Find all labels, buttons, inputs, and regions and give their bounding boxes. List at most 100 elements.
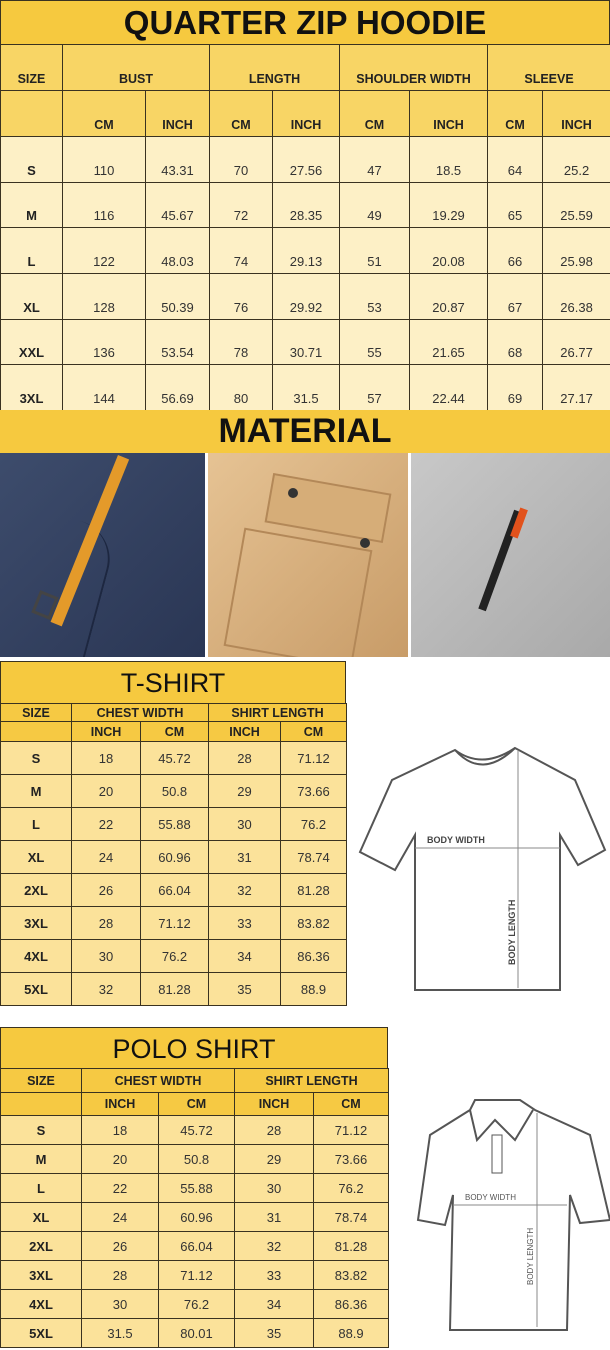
value-cell: 30 (234, 1173, 314, 1203)
value-cell: 78 (209, 318, 273, 366)
value-cell: 60.96 (140, 840, 209, 874)
value-cell: 18 (71, 741, 141, 775)
value-cell: 32 (234, 1231, 314, 1261)
value-cell: 55.88 (140, 807, 209, 841)
value-cell: 30 (71, 939, 141, 973)
subheader-cm: CM (209, 90, 273, 137)
table-row: S 110 43.31 70 27.56 47 18.5 64 25.2 (0, 136, 610, 183)
size-cell: S (0, 741, 72, 775)
value-cell: 30 (81, 1289, 159, 1319)
value-cell: 20.08 (409, 227, 489, 275)
value-cell: 49 (339, 181, 411, 229)
table-row: M 116 45.67 72 28.35 49 19.29 65 25.59 (0, 181, 610, 229)
header-size: SIZE (0, 1068, 82, 1093)
value-cell: 25.2 (542, 136, 610, 183)
size-cell: 2XL (0, 1231, 82, 1261)
header-shirt-length: SHIRT LENGTH (233, 1068, 390, 1093)
value-cell: 34 (208, 939, 281, 973)
value-cell: 32 (208, 873, 281, 907)
table-row: 4XL 30 76.2 34 86.36 (0, 1289, 390, 1319)
value-cell: 81.28 (279, 873, 348, 907)
size-cell: L (0, 227, 63, 275)
value-cell: 71.12 (140, 906, 209, 940)
table-row: XL 24 60.96 31 78.74 (0, 1202, 390, 1232)
value-cell: 45.72 (140, 741, 209, 775)
value-cell: 60.96 (158, 1202, 235, 1232)
value-cell: 69 (487, 364, 544, 412)
table-row: XL 128 50.39 76 29.92 53 20.87 67 26.38 (0, 273, 610, 320)
value-cell: 74 (209, 227, 273, 275)
value-cell: 116 (62, 181, 146, 229)
subheader-inch: INCH (145, 90, 210, 137)
value-cell: 22.44 (409, 364, 489, 412)
size-cell: S (0, 136, 63, 183)
table-row: M 20 50.8 29 73.66 (0, 774, 348, 808)
subheader-inch: INCH (234, 1092, 314, 1116)
subheader-inch: INCH (208, 721, 281, 742)
value-cell: 73.66 (279, 774, 348, 808)
value-cell: 66.04 (140, 873, 209, 907)
value-cell: 24 (81, 1202, 159, 1232)
value-cell: 18.5 (409, 136, 489, 183)
value-cell: 72 (209, 181, 273, 229)
value-cell: 80 (209, 364, 273, 412)
table-row: M 20 50.8 29 73.66 (0, 1144, 390, 1174)
size-cell: M (0, 1144, 82, 1174)
value-cell: 55.88 (158, 1173, 235, 1203)
value-cell: 86.36 (279, 939, 348, 973)
size-cell: L (0, 1173, 82, 1203)
value-cell: 43.31 (145, 136, 210, 183)
value-cell: 26.38 (542, 273, 610, 320)
value-cell: 20 (71, 774, 141, 808)
value-cell: 78.74 (279, 840, 348, 874)
table-row: S 18 45.72 28 71.12 (0, 1115, 390, 1145)
table-row: L 122 48.03 74 29.13 51 20.08 66 25.98 (0, 227, 610, 275)
subheader-inch: INCH (409, 90, 489, 137)
polo-title: POLO SHIRT (0, 1027, 388, 1069)
value-cell: 31.5 (81, 1318, 159, 1348)
value-cell: 29 (234, 1144, 314, 1174)
value-cell: 29.92 (271, 273, 341, 320)
header-blank (0, 90, 63, 137)
value-cell: 35 (234, 1318, 314, 1348)
value-cell: 76.2 (312, 1173, 390, 1203)
size-cell: L (0, 807, 72, 841)
value-cell: 55 (339, 318, 411, 366)
value-cell: 22 (81, 1173, 159, 1203)
header-size: SIZE (0, 44, 63, 91)
value-cell: 26 (81, 1231, 159, 1261)
value-cell: 33 (234, 1260, 314, 1290)
value-cell: 51 (339, 227, 411, 275)
value-cell: 27.17 (542, 364, 610, 412)
value-cell: 25.98 (542, 227, 610, 275)
table-row: 3XL 28 71.12 33 83.82 (0, 1260, 390, 1290)
value-cell: 20 (81, 1144, 159, 1174)
value-cell: 30 (208, 807, 281, 841)
value-cell: 31.5 (271, 364, 341, 412)
subheader-inch: INCH (542, 90, 610, 137)
header-sleeve: SLEEVE (487, 44, 610, 91)
tan-fabric-photo (208, 453, 408, 657)
hoodie-size-table: SIZE BUST LENGTH SHOULDER WIDTH SLEEVE C… (0, 44, 610, 412)
tshirt-diagram: BODY WIDTH BODY LENGTH (358, 746, 607, 991)
body-length-label: BODY LENGTH (526, 1228, 535, 1285)
value-cell: 81.28 (312, 1231, 390, 1261)
value-cell: 66 (487, 227, 544, 275)
value-cell: 50.8 (140, 774, 209, 808)
value-cell: 122 (62, 227, 146, 275)
value-cell: 110 (62, 136, 146, 183)
header-bust: BUST (62, 44, 210, 91)
value-cell: 65 (487, 181, 544, 229)
subheader-cm: CM (279, 721, 348, 742)
size-cell: 3XL (0, 364, 63, 412)
body-width-label: BODY WIDTH (427, 835, 485, 845)
header-size: SIZE (0, 703, 72, 722)
size-cell: XXL (0, 318, 63, 366)
value-cell: 71.12 (312, 1115, 390, 1145)
value-cell: 34 (234, 1289, 314, 1319)
table-row: XL 24 60.96 31 78.74 (0, 840, 348, 874)
value-cell: 21.65 (409, 318, 489, 366)
polo-diagram: BODY WIDTH BODY LENGTH (416, 1099, 610, 1331)
size-cell: 5XL (0, 1318, 82, 1348)
subheader-cm: CM (487, 90, 544, 137)
